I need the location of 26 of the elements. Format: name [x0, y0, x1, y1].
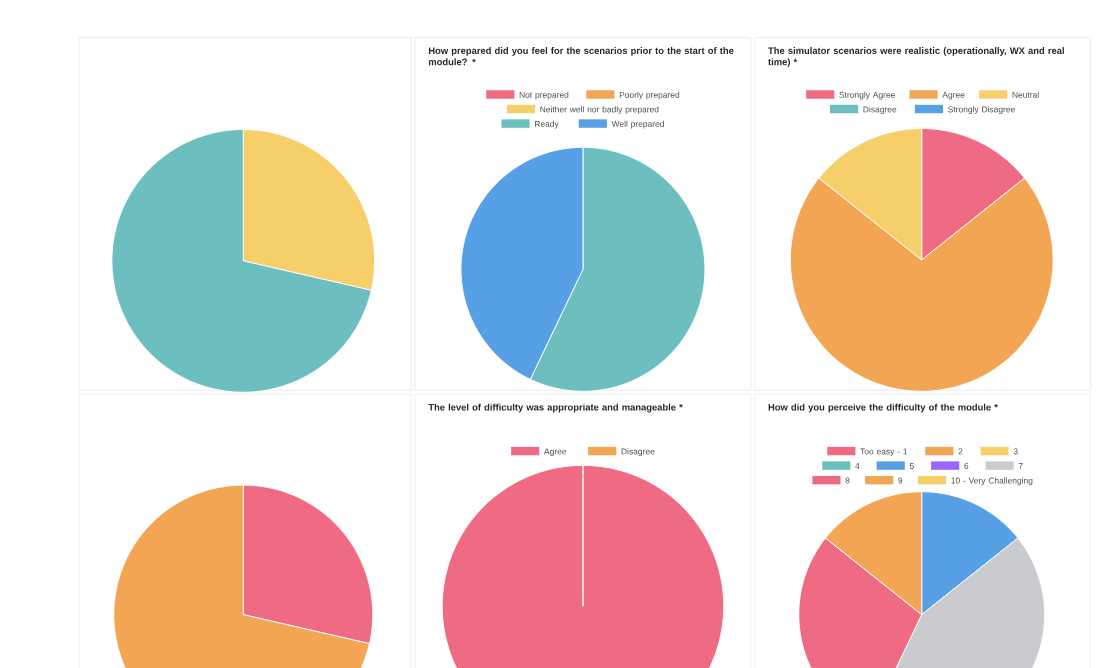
- legend-label: 8: [845, 477, 850, 484]
- legend-label: Poorly prepared: [619, 91, 680, 100]
- legend-label: 2: [958, 448, 963, 455]
- legend-label: Neither well nor badly prepared: [540, 106, 659, 115]
- chart-title: The simulator scenarios were realistic (operationally, WX and real time) *: [768, 47, 1064, 68]
- chart-title: The level of difficulty was appropriate and manageable *: [428, 403, 683, 413]
- legend-label: Disagree: [621, 448, 655, 457]
- legend-label: Agree: [543, 448, 567, 457]
- legend-label: Disagree: [863, 106, 897, 115]
- legend-label: 3: [1013, 448, 1018, 455]
- legend-label: Strongly Disagree: [948, 106, 1015, 115]
- legend-label: 7: [1018, 463, 1023, 469]
- legend-label: 4: [855, 463, 860, 469]
- legend-label: 6: [964, 462, 969, 469]
- legend-label: 10 - Very Challenging: [951, 477, 1033, 486]
- chart-title: How did you perceive the difficulty of the module *: [768, 403, 998, 413]
- legend-label: Strongly Agree: [839, 91, 895, 100]
- legend-label: Not prepared: [519, 91, 569, 100]
- legend-label: 9: [898, 477, 903, 484]
- legend-label: Agree: [942, 91, 965, 100]
- legend-label: Neutral: [1012, 91, 1039, 98]
- legend-label: 5: [909, 463, 914, 469]
- legend-label: Well prepared: [611, 120, 664, 129]
- legend-label: Ready: [534, 120, 559, 129]
- legend-label: Too easy - 1: [860, 448, 908, 457]
- chart-title: How prepared did you feel for the scenarios prior to the start of the module? *: [428, 47, 734, 66]
